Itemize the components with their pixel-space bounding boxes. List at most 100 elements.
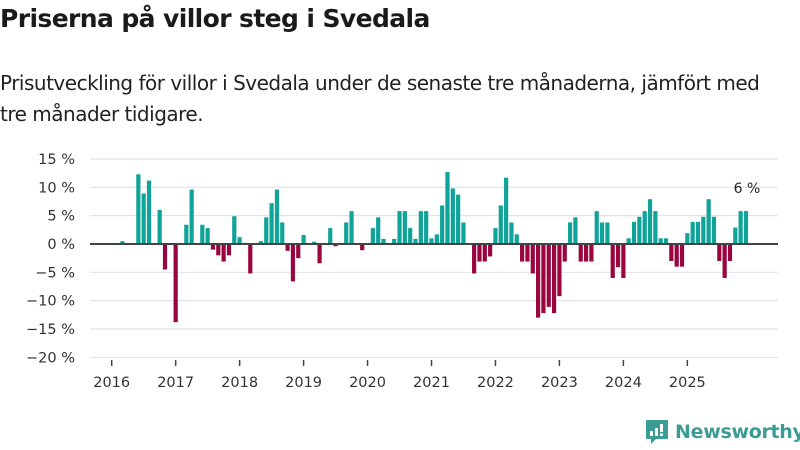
bar — [301, 234, 306, 244]
bar — [333, 243, 338, 247]
bar — [674, 243, 679, 267]
x-tick-label: 2019 — [285, 375, 322, 391]
bar — [685, 233, 690, 244]
bar — [445, 172, 450, 244]
bar — [456, 194, 461, 244]
x-tick-label: 2020 — [349, 375, 386, 391]
bar — [520, 243, 525, 262]
bar — [599, 222, 605, 244]
bar — [621, 243, 626, 278]
bar — [370, 228, 375, 244]
bar — [232, 216, 237, 244]
bar — [653, 211, 658, 244]
bar — [509, 222, 514, 244]
bar — [408, 228, 413, 244]
x-tick-label: 2017 — [157, 375, 194, 391]
x-tick-label: 2025 — [669, 375, 706, 391]
bar — [184, 224, 189, 244]
bar — [376, 217, 381, 244]
bar — [701, 216, 706, 244]
bar — [738, 211, 743, 244]
x-tick-label: 2023 — [541, 375, 578, 391]
bar — [264, 217, 269, 244]
y-tick-label: −20 % — [26, 350, 75, 366]
bar — [274, 189, 280, 244]
bar — [541, 243, 546, 314]
x-tick-label: 2022 — [477, 375, 514, 391]
y-tick-label: 5 % — [47, 209, 75, 225]
bar — [562, 243, 567, 262]
bar — [221, 243, 226, 262]
bar — [429, 238, 434, 244]
bar — [631, 221, 637, 244]
bar — [567, 222, 573, 244]
bar — [557, 243, 562, 297]
gridlines — [90, 158, 778, 358]
bar — [285, 243, 290, 251]
x-axis: 2016 2017 2018 2019 2020 2021 2022 2023 2024 2025 — [93, 360, 706, 391]
bar — [248, 243, 253, 274]
bar — [626, 238, 631, 244]
bar — [312, 241, 317, 244]
bar — [450, 188, 455, 244]
y-tick-label: −15 % — [26, 322, 75, 338]
bar — [216, 243, 221, 256]
bar — [493, 228, 498, 244]
last-value-label: 6 % — [734, 181, 761, 197]
bar — [498, 205, 503, 244]
bar — [440, 205, 445, 244]
bar — [669, 243, 674, 261]
bar — [727, 243, 733, 261]
bar — [717, 243, 722, 261]
bar — [402, 211, 407, 244]
bar — [290, 243, 296, 282]
chart-title: Priserna på villor steg i Svedala — [0, 4, 430, 33]
bar — [200, 224, 205, 244]
bar — [120, 241, 125, 244]
bar — [424, 211, 429, 244]
bar — [488, 243, 493, 257]
bar — [296, 243, 301, 259]
bar — [472, 243, 477, 274]
bar — [434, 234, 439, 244]
bar — [578, 243, 583, 262]
bar — [328, 228, 333, 244]
bar — [280, 222, 285, 244]
bar — [210, 243, 216, 250]
bar — [269, 203, 274, 244]
y-tick-label: 10 % — [38, 180, 75, 196]
bar — [711, 216, 717, 244]
bar — [525, 243, 530, 262]
bar — [392, 238, 397, 244]
bar — [173, 243, 178, 323]
bar — [706, 199, 711, 244]
bar — [157, 209, 162, 244]
bar — [637, 216, 642, 244]
bar — [317, 243, 322, 264]
bar-chart-speech-bubble-icon — [646, 420, 668, 444]
bar — [205, 228, 210, 244]
bar — [594, 211, 599, 244]
bar — [360, 243, 365, 251]
x-tick-label: 2016 — [93, 375, 130, 391]
bar — [546, 243, 551, 307]
newsworthy-logo: Newsworthy — [645, 419, 800, 445]
bar — [695, 221, 701, 244]
bar — [690, 221, 695, 244]
bar — [605, 222, 610, 244]
bar — [642, 211, 647, 244]
bar — [615, 243, 621, 268]
y-axis-labels: 15 % 10 % 5 % 0 % −5 % −10 % −15 % −20 % — [26, 152, 75, 366]
bar — [141, 193, 146, 244]
bar — [536, 243, 541, 318]
x-tick-label: 2018 — [221, 375, 258, 391]
bar — [413, 238, 418, 244]
bar — [573, 217, 578, 244]
bars — [120, 172, 749, 323]
y-tick-label: 15 % — [38, 152, 75, 168]
bar — [663, 238, 669, 244]
bar — [146, 180, 152, 244]
bar — [551, 243, 557, 314]
bar — [743, 211, 749, 244]
bar — [583, 243, 589, 262]
